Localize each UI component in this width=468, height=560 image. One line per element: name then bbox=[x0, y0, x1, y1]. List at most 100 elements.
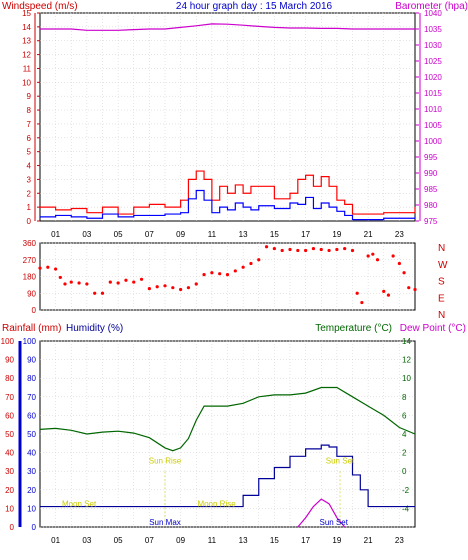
top-hour-label: 17 bbox=[301, 230, 310, 239]
bottom-grid bbox=[40, 340, 415, 528]
top-hour-label: 09 bbox=[176, 230, 185, 239]
windspeed-tick-label: 13 bbox=[22, 37, 31, 46]
humidity-tick-label: 100 bbox=[23, 337, 37, 346]
humidity-tick-label: 20 bbox=[27, 486, 36, 495]
rainfall-tick-label: 0 bbox=[10, 523, 15, 532]
barometer-tick-label: 975 bbox=[424, 217, 438, 226]
direction-point bbox=[100, 291, 105, 295]
direction-point bbox=[371, 252, 375, 256]
top-hour-label: 15 bbox=[270, 230, 279, 239]
top-series bbox=[40, 23, 416, 221]
windspeed-tick-label: 10 bbox=[22, 78, 31, 87]
wind-direction-tick-labels: 360 270 180 90 0 bbox=[23, 239, 37, 315]
dewpoint-axis-label: Dew Point (°C) bbox=[400, 323, 466, 334]
direction-tick-label: 270 bbox=[23, 256, 37, 265]
direction-point bbox=[241, 265, 245, 269]
top-hour-label: 01 bbox=[51, 230, 60, 239]
direction-tick-label: 0 bbox=[32, 306, 37, 315]
humidity-tick-label: 90 bbox=[27, 356, 36, 365]
barometer-tick-label: 1035 bbox=[424, 25, 442, 34]
rainfall-tick-label: 90 bbox=[5, 356, 14, 365]
direction-point bbox=[355, 291, 359, 295]
direction-point bbox=[58, 275, 62, 280]
direction-point bbox=[171, 286, 175, 290]
direction-point bbox=[63, 282, 67, 286]
direction-point bbox=[327, 248, 331, 253]
direction-point bbox=[46, 265, 50, 269]
top-hour-label: 07 bbox=[145, 230, 154, 239]
chart-title: 24 hour graph day : 15 March 2016 bbox=[176, 1, 333, 12]
direction-point bbox=[116, 281, 120, 285]
barometer-axis-label: Barometer (hpa) bbox=[395, 1, 468, 12]
rainfall-tick-label: 40 bbox=[5, 449, 14, 458]
rainfall-tick-label: 100 bbox=[1, 337, 15, 346]
temperature-tick-label: 8 bbox=[402, 393, 407, 402]
windspeed-tick-label: 8 bbox=[27, 106, 32, 115]
barometer-tick-label: 1030 bbox=[424, 41, 442, 50]
temperature-tick-labels: -4 -2 0 2 4 6 8 10 12 14 bbox=[402, 337, 411, 513]
bottom-hour-label: 15 bbox=[270, 536, 279, 545]
direction-point bbox=[155, 285, 159, 289]
bottom-hour-label: 11 bbox=[208, 536, 217, 545]
temperature-tick-label: 14 bbox=[402, 337, 411, 346]
direction-point bbox=[386, 293, 391, 297]
rainfall-tick-label: 80 bbox=[5, 374, 14, 383]
direction-point bbox=[382, 289, 386, 293]
top-grid bbox=[40, 12, 415, 221]
top-hour-label: 03 bbox=[82, 230, 91, 239]
bottom-hour-label: 23 bbox=[395, 536, 404, 545]
windspeed-tick-label: 11 bbox=[23, 64, 32, 73]
direction-point bbox=[186, 286, 191, 290]
barometer-tick-label: 1040 bbox=[424, 9, 442, 18]
rainfall-tick-label: 60 bbox=[5, 411, 14, 420]
direction-point bbox=[407, 286, 411, 290]
direction-point bbox=[397, 261, 401, 266]
direction-point bbox=[288, 247, 292, 252]
direction-point bbox=[311, 246, 316, 251]
windspeed-tick-label: 15 bbox=[22, 9, 31, 18]
top-hour-label: 13 bbox=[239, 230, 248, 239]
top-hour-label: 19 bbox=[332, 230, 341, 239]
compass-label: W bbox=[438, 260, 448, 271]
direction-point bbox=[202, 273, 206, 277]
bottom-hour-label: 07 bbox=[145, 536, 154, 545]
direction-point bbox=[69, 280, 73, 284]
direction-point bbox=[249, 261, 253, 266]
rainfall-axis-label: Rainfall (mm) bbox=[2, 323, 61, 334]
bottom-series bbox=[39, 386, 416, 528]
direction-point bbox=[108, 280, 112, 284]
direction-point bbox=[257, 258, 261, 262]
temperature-tick-label: 0 bbox=[402, 467, 407, 476]
bottom-hour-label: 03 bbox=[82, 536, 91, 545]
direction-point bbox=[319, 247, 323, 252]
direction-point bbox=[132, 280, 136, 284]
rainfall-tick-label: 20 bbox=[5, 486, 14, 495]
humidity-line bbox=[40, 444, 415, 508]
direction-point bbox=[179, 287, 183, 292]
direction-point bbox=[366, 254, 370, 258]
direction-point bbox=[124, 278, 128, 282]
annotation-label: Moon Set bbox=[62, 499, 97, 508]
humidity-axis-label: Humidity (%) bbox=[66, 323, 123, 334]
direction-point bbox=[194, 282, 198, 286]
barometer-tick-label: 1025 bbox=[424, 57, 442, 66]
direction-point bbox=[350, 248, 355, 253]
direction-tick-label: 360 bbox=[23, 239, 37, 248]
windspeed-tick-label: 0 bbox=[27, 217, 32, 226]
bottom-hour-label: 05 bbox=[114, 536, 123, 545]
temperature-tick-label: 2 bbox=[402, 449, 407, 458]
top-hour-label: 21 bbox=[364, 230, 373, 239]
windspeed-tick-label: 5 bbox=[27, 148, 32, 157]
windspeed-tick-label: 9 bbox=[27, 92, 32, 101]
bottom-hour-label: 21 bbox=[364, 536, 373, 545]
direction-point bbox=[264, 245, 269, 249]
barometer-tick-label: 1010 bbox=[424, 105, 442, 114]
bottom-hour-tick-labels: 01 03 05 07 09 11 13 15 17 19 21 23 bbox=[51, 536, 404, 545]
temperature-tick-label: -2 bbox=[402, 486, 410, 495]
direction-point bbox=[343, 246, 347, 251]
humidity-tick-label: 80 bbox=[27, 374, 36, 383]
windspeed-tick-label: 1 bbox=[27, 203, 32, 212]
direction-point bbox=[225, 273, 230, 277]
